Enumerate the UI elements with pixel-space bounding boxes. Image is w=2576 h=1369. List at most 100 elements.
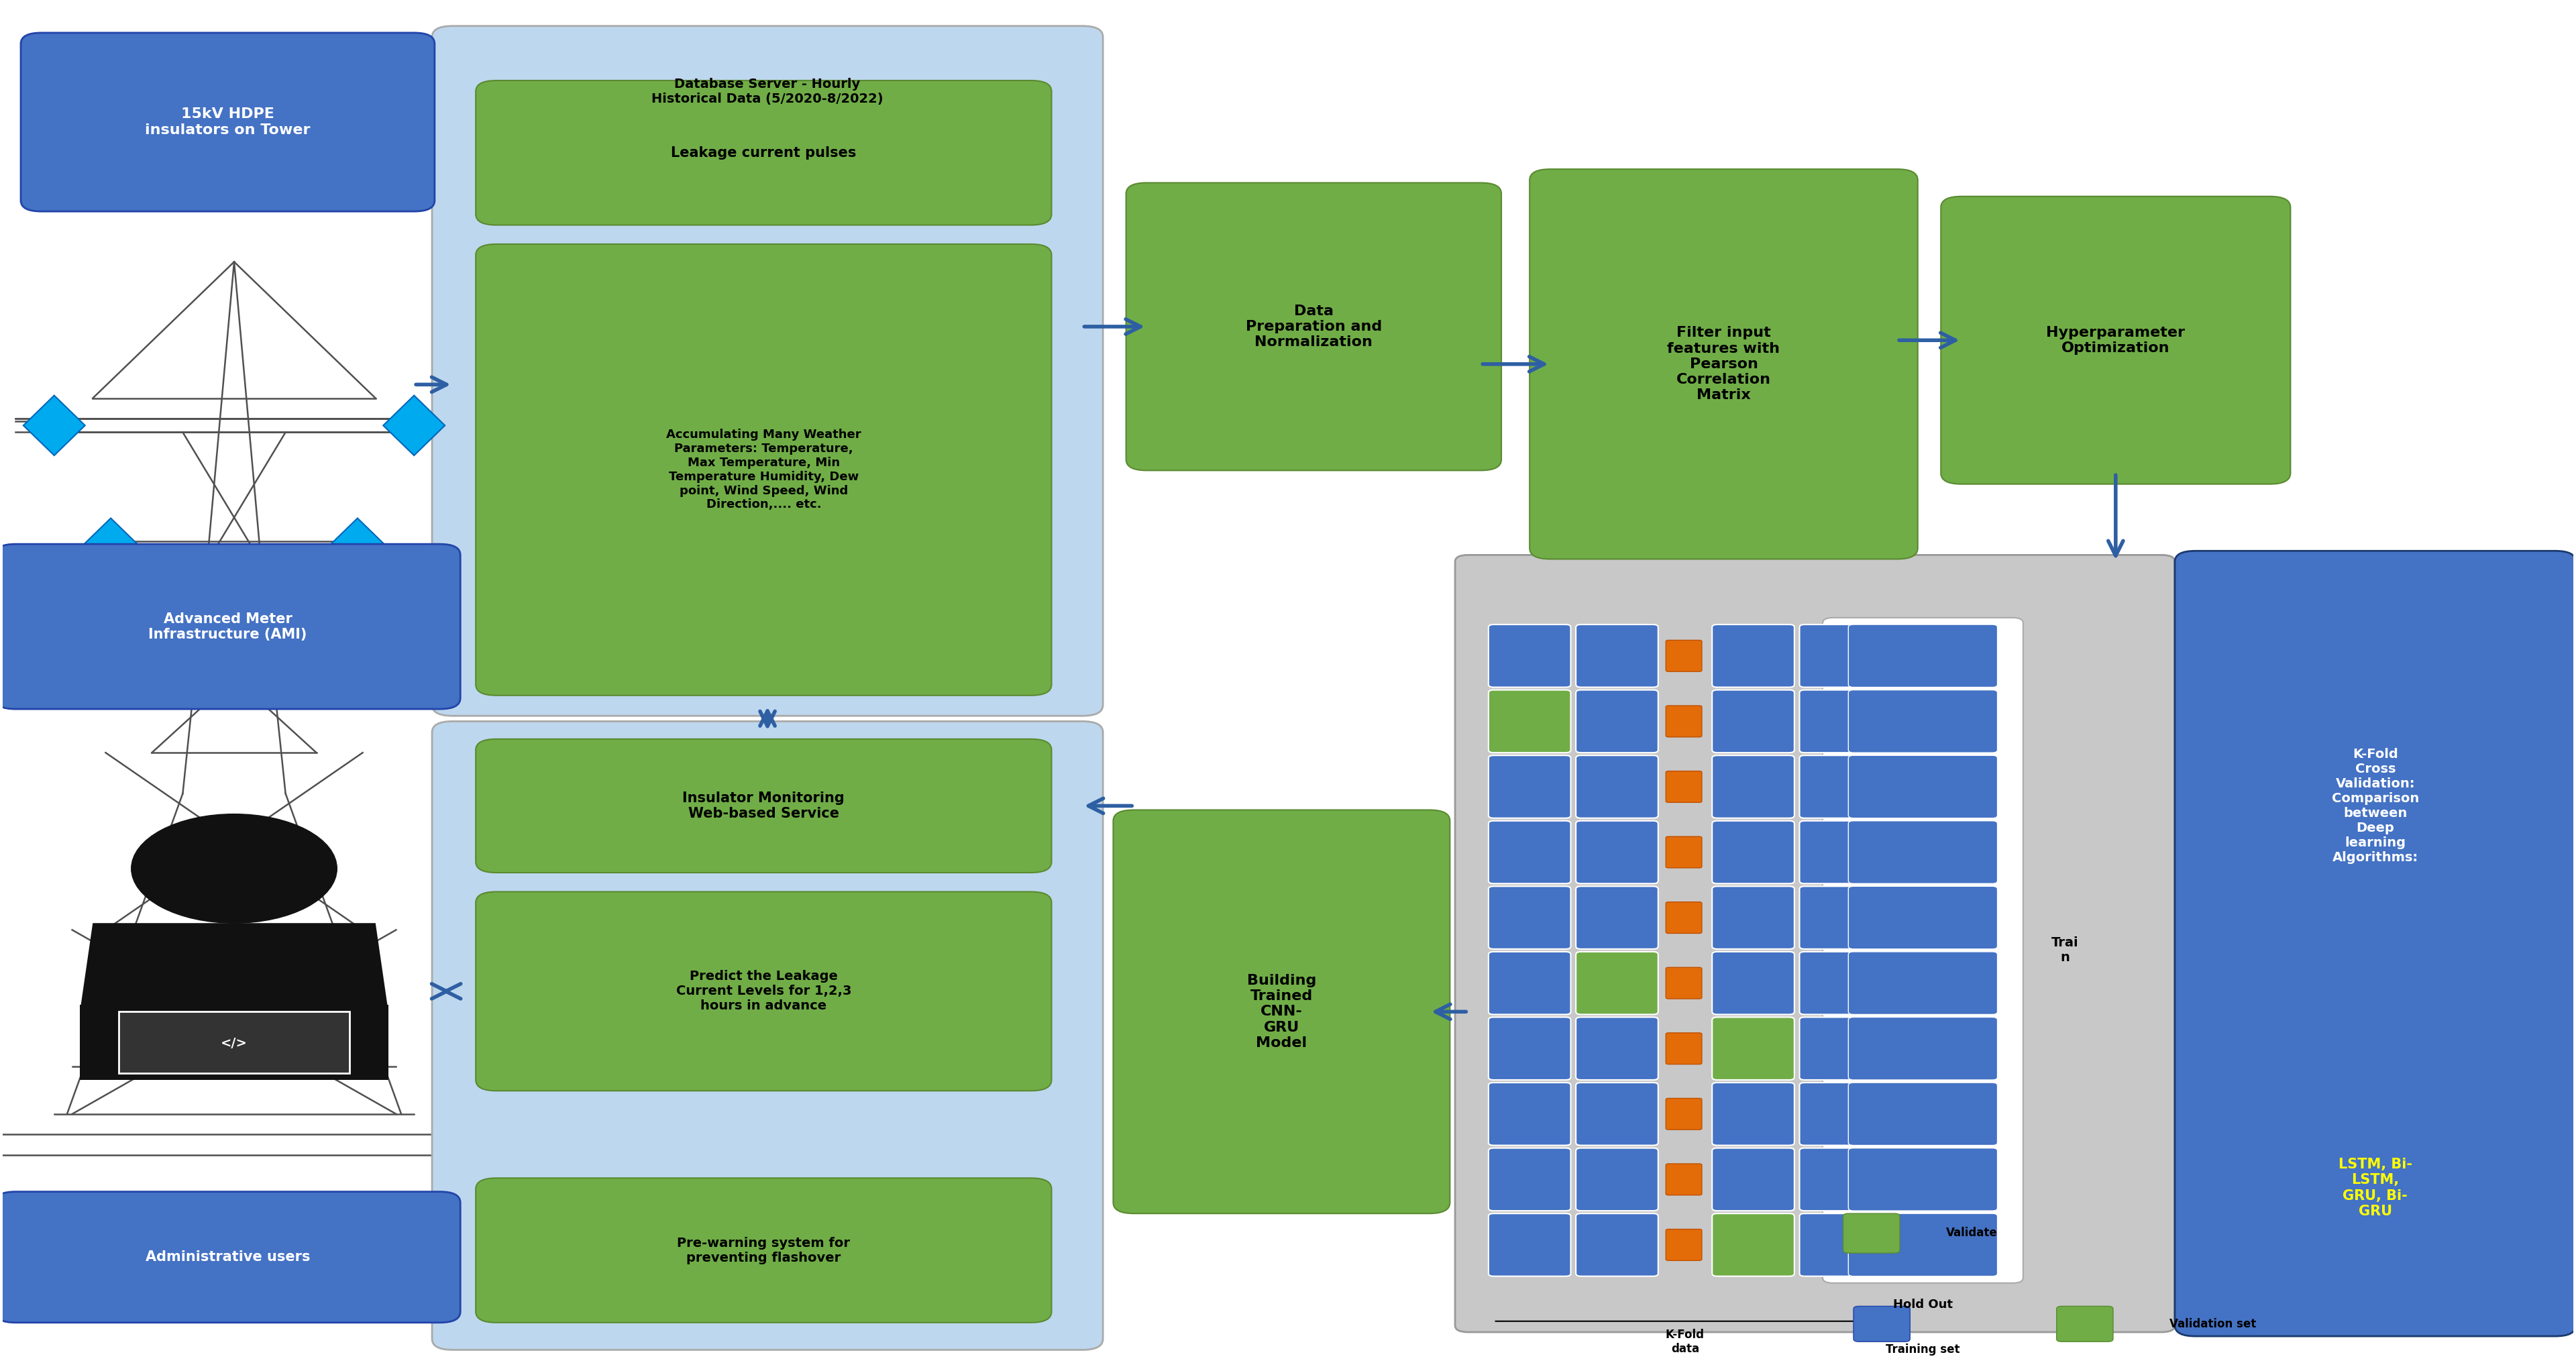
Polygon shape [23,396,85,456]
FancyBboxPatch shape [1713,1213,1795,1276]
FancyBboxPatch shape [1713,1017,1795,1080]
FancyBboxPatch shape [1850,1083,1996,1146]
FancyBboxPatch shape [477,891,1051,1091]
FancyBboxPatch shape [1850,1149,1996,1210]
Text: Data
Preparation and
Normalization: Data Preparation and Normalization [1247,304,1381,349]
FancyBboxPatch shape [477,81,1051,225]
FancyBboxPatch shape [21,33,435,211]
FancyBboxPatch shape [1850,624,1996,687]
FancyBboxPatch shape [1489,886,1571,949]
Text: </>: </> [222,1036,247,1050]
FancyBboxPatch shape [1801,1149,1880,1210]
FancyBboxPatch shape [477,244,1051,695]
FancyBboxPatch shape [1850,756,1996,819]
FancyBboxPatch shape [1850,886,1996,949]
Text: Leakage current pulses: Leakage current pulses [670,146,855,159]
FancyBboxPatch shape [1489,821,1571,883]
Text: 15kV HDPE
insulators on Tower: 15kV HDPE insulators on Tower [144,108,309,137]
FancyBboxPatch shape [1577,1213,1659,1276]
FancyBboxPatch shape [1577,951,1659,1014]
FancyBboxPatch shape [1801,690,1880,753]
Text: Hyperparameter
Optimization: Hyperparameter Optimization [2045,326,2184,355]
FancyBboxPatch shape [433,721,1103,1350]
FancyBboxPatch shape [1667,1098,1703,1129]
Text: Advanced Meter
Infrastructure (AMI): Advanced Meter Infrastructure (AMI) [149,612,307,641]
FancyBboxPatch shape [1489,1017,1571,1080]
FancyBboxPatch shape [1713,1083,1795,1146]
FancyBboxPatch shape [1824,617,2022,1283]
Polygon shape [327,517,389,578]
FancyBboxPatch shape [1667,771,1703,802]
FancyBboxPatch shape [1713,756,1795,819]
FancyBboxPatch shape [1855,1306,1909,1342]
FancyBboxPatch shape [2174,550,2576,1336]
FancyBboxPatch shape [1489,624,1571,687]
Text: Database Server - Hourly
Historical Data (5/2020-8/2022): Database Server - Hourly Historical Data… [652,78,884,105]
FancyBboxPatch shape [1940,196,2290,485]
FancyBboxPatch shape [1713,951,1795,1014]
FancyBboxPatch shape [1801,886,1880,949]
Text: Administrative users: Administrative users [144,1250,309,1264]
FancyBboxPatch shape [1577,886,1659,949]
FancyBboxPatch shape [1667,1229,1703,1261]
FancyBboxPatch shape [1489,1149,1571,1210]
FancyBboxPatch shape [1850,690,1996,753]
FancyBboxPatch shape [0,543,461,709]
Polygon shape [80,923,389,1012]
FancyBboxPatch shape [1713,821,1795,883]
FancyBboxPatch shape [1577,756,1659,819]
Polygon shape [80,1005,389,1080]
Text: Predict the Leakage
Current Levels for 1,2,3
hours in advance: Predict the Leakage Current Levels for 1… [675,971,850,1013]
FancyBboxPatch shape [1667,1032,1703,1064]
FancyBboxPatch shape [1801,1213,1880,1276]
Text: Validate: Validate [1945,1227,1996,1239]
FancyBboxPatch shape [1850,1213,1996,1276]
FancyBboxPatch shape [1801,821,1880,883]
Text: Validation set: Validation set [2169,1318,2257,1329]
FancyBboxPatch shape [1113,810,1450,1213]
FancyBboxPatch shape [1713,690,1795,753]
FancyBboxPatch shape [1489,1213,1571,1276]
FancyBboxPatch shape [1577,821,1659,883]
FancyBboxPatch shape [1713,624,1795,687]
Text: LSTM, Bi-
LSTM,
GRU, Bi-
GRU: LSTM, Bi- LSTM, GRU, Bi- GRU [2339,1158,2411,1218]
FancyBboxPatch shape [477,739,1051,872]
FancyBboxPatch shape [1844,1213,1899,1253]
Polygon shape [118,1012,350,1073]
FancyBboxPatch shape [1850,821,1996,883]
Text: Insulator Monitoring
Web-based Service: Insulator Monitoring Web-based Service [683,791,845,820]
FancyBboxPatch shape [1667,902,1703,934]
FancyBboxPatch shape [1801,951,1880,1014]
FancyBboxPatch shape [1489,690,1571,753]
Polygon shape [384,396,446,456]
FancyBboxPatch shape [1577,1149,1659,1210]
FancyBboxPatch shape [1667,705,1703,737]
FancyBboxPatch shape [1577,624,1659,687]
Circle shape [131,815,337,923]
FancyBboxPatch shape [1489,1083,1571,1146]
FancyBboxPatch shape [1126,183,1502,471]
Text: Training set: Training set [1886,1344,1960,1355]
Text: K-Fold
data: K-Fold data [1667,1329,1705,1355]
Text: K-Fold
Cross
Validation:
Comparison
between
Deep
learning
Algorithms:: K-Fold Cross Validation: Comparison betw… [2331,747,2419,864]
FancyBboxPatch shape [1530,170,1917,559]
FancyBboxPatch shape [1801,1017,1880,1080]
FancyBboxPatch shape [1667,968,1703,999]
FancyBboxPatch shape [1577,690,1659,753]
FancyBboxPatch shape [1801,624,1880,687]
FancyBboxPatch shape [2056,1306,2112,1342]
FancyBboxPatch shape [1801,756,1880,819]
FancyBboxPatch shape [1489,951,1571,1014]
Polygon shape [80,517,142,578]
Text: Filter input
features with
Pearson
Correlation
Matrix: Filter input features with Pearson Corre… [1667,326,1780,402]
FancyBboxPatch shape [1577,1017,1659,1080]
Text: Building
Trained
CNN-
GRU
Model: Building Trained CNN- GRU Model [1247,973,1316,1050]
FancyBboxPatch shape [1667,1164,1703,1195]
FancyBboxPatch shape [1713,1149,1795,1210]
FancyBboxPatch shape [477,1179,1051,1322]
Text: Accumulating Many Weather
Parameters: Temperature,
Max Temperature, Min
Temperat: Accumulating Many Weather Parameters: Te… [667,428,860,511]
FancyBboxPatch shape [0,1191,461,1322]
FancyBboxPatch shape [1489,756,1571,819]
FancyBboxPatch shape [1577,1083,1659,1146]
FancyBboxPatch shape [1850,951,1996,1014]
